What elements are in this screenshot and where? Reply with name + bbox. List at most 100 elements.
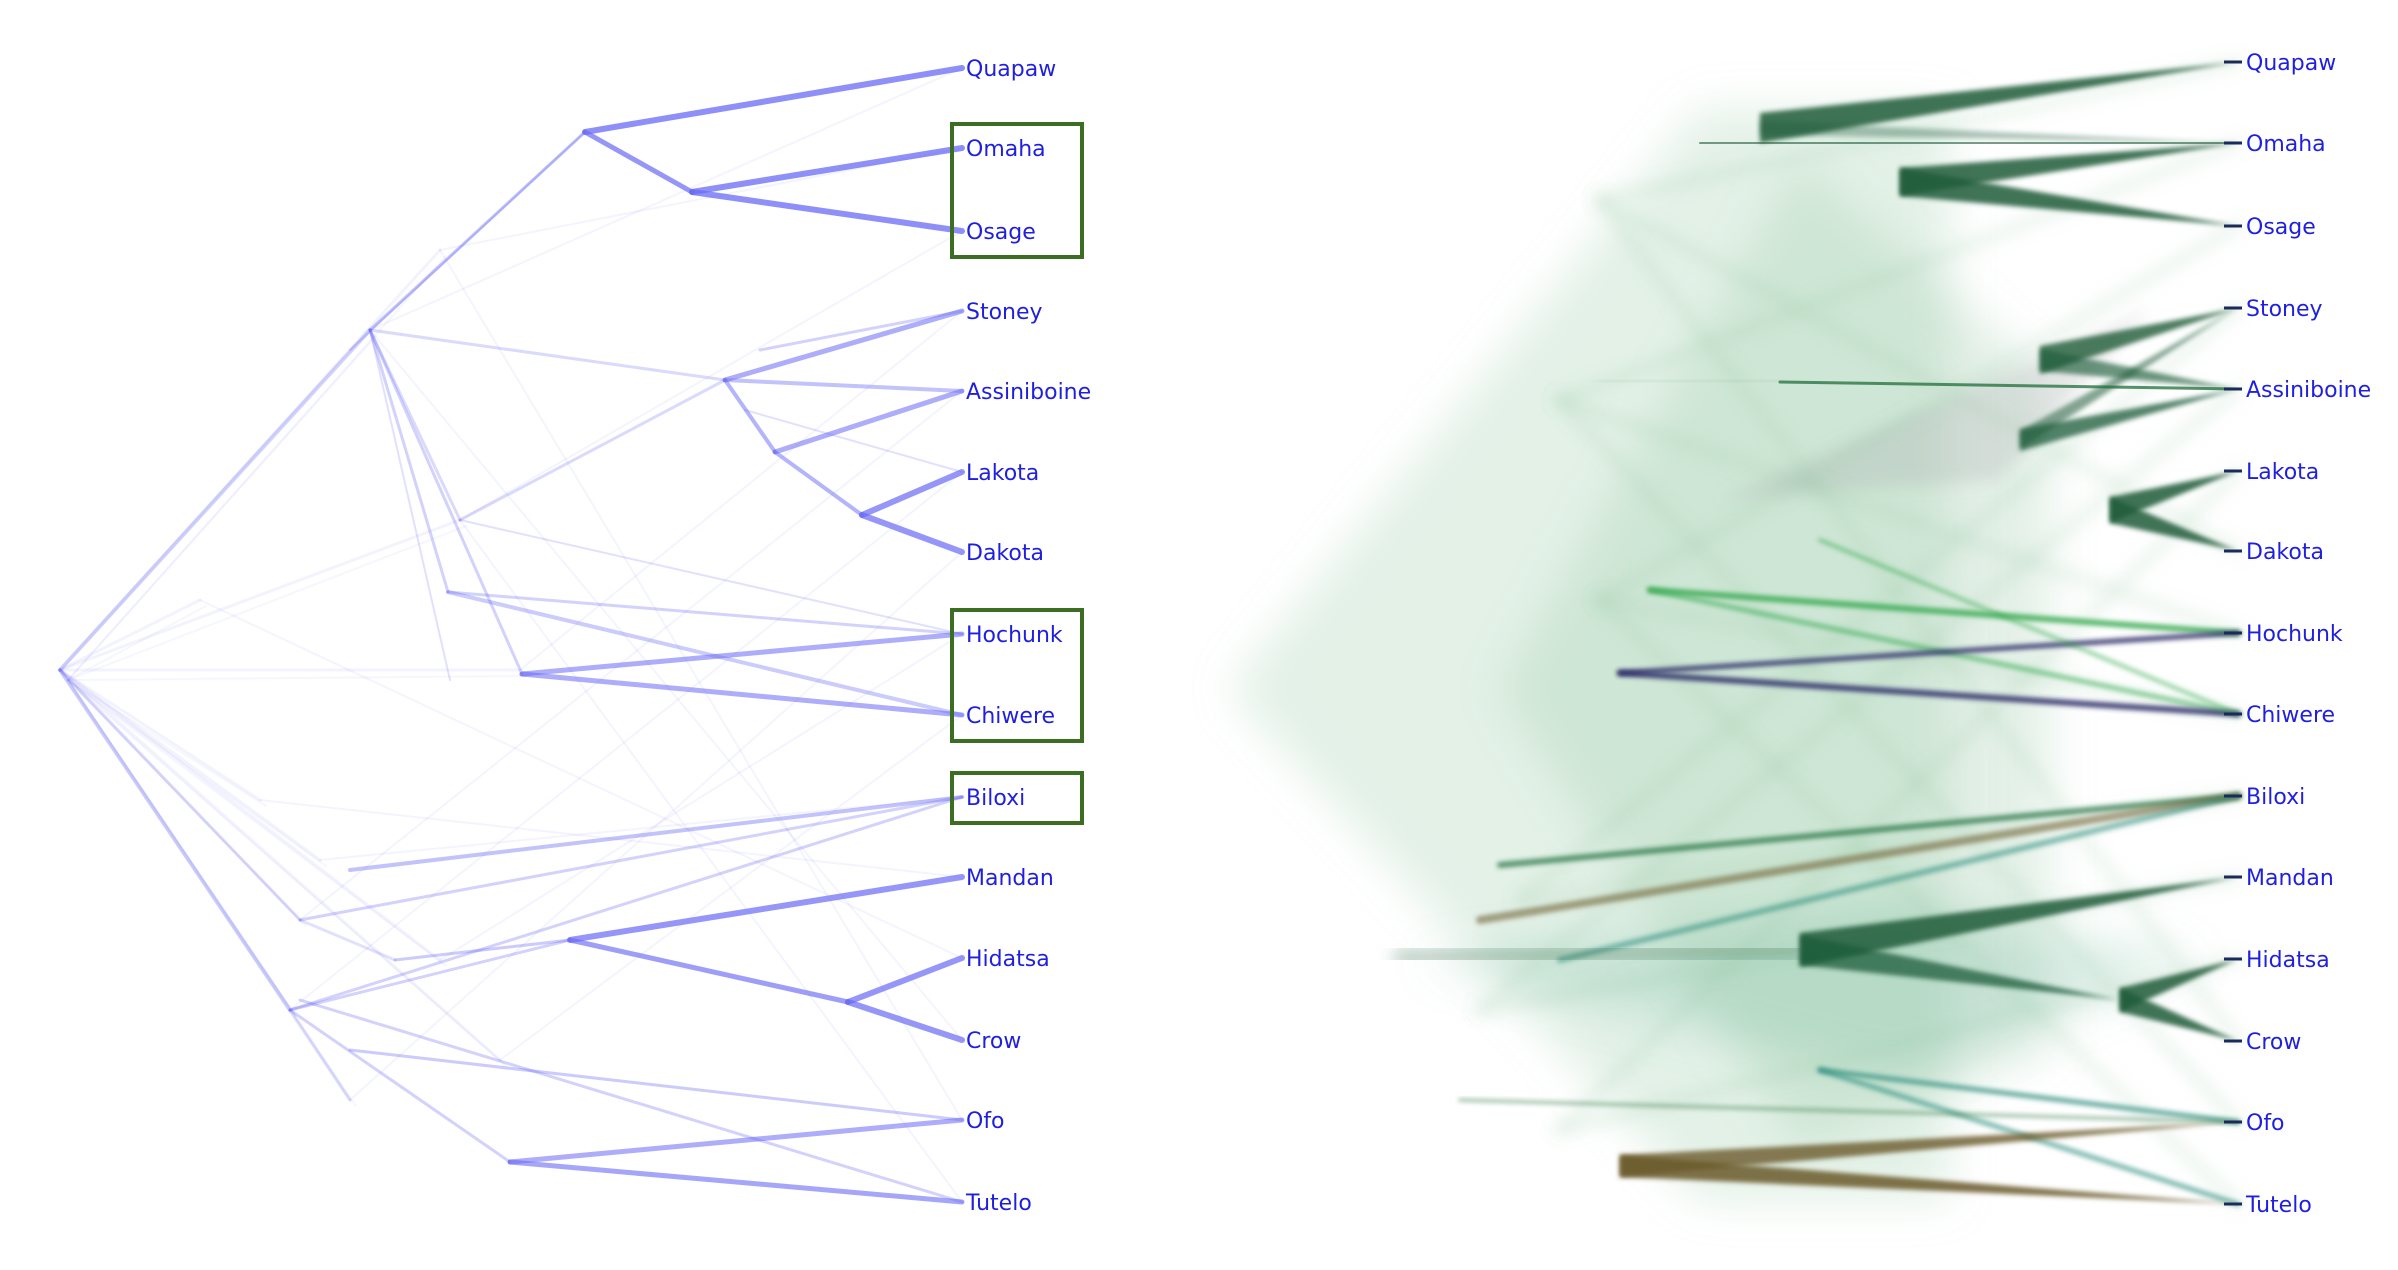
left-faint-edge	[259, 799, 963, 878]
left-edge	[446, 590, 964, 717]
left-faint-edge	[58, 668, 322, 862]
right-edge	[1393, 943, 1807, 965]
left-edge	[368, 328, 524, 676]
right-edge-lakota	[2110, 471, 2238, 523]
right-edge	[1818, 538, 2240, 716]
left-edge-hidatsa	[845, 955, 965, 1005]
left-edge-backbone	[58, 328, 372, 672]
left-faint-edge	[58, 328, 372, 672]
right-edge-biloxi	[1497, 793, 2241, 868]
left-label-ofo: Ofo	[966, 1109, 1005, 1134]
right-edge	[1800, 935, 2120, 1000]
left-edge	[446, 590, 964, 636]
left-label-quapaw: Quapaw	[966, 57, 1056, 82]
right-tree-edges	[1393, 57, 2243, 1209]
left-label-dakota: Dakota	[966, 541, 1044, 566]
left-label-chiwere: Chiwere	[966, 704, 1055, 729]
left-edge-ofo	[507, 1117, 965, 1165]
left-edge	[393, 938, 572, 962]
right-edge-quapaw	[1760, 62, 2238, 143]
right-label-quapaw: Quapaw	[2246, 51, 2336, 76]
left-edge-dakota	[859, 512, 965, 555]
right-faint-edge	[1475, 384, 2243, 1015]
left-edge	[368, 328, 727, 382]
left-edge-osage	[689, 189, 965, 234]
left-densitree-panel: Quapaw Omaha Osage Stoney Assiniboine Lakota D…	[58, 57, 1091, 1216]
left-faint-edge	[67, 675, 527, 681]
left-edge	[369, 329, 451, 681]
right-label-tutelo: Tutelo	[2245, 1193, 2312, 1218]
right-faint-edge	[1595, 221, 2243, 605]
right-label-stoney: Stoney	[2246, 297, 2323, 322]
right-edge-stoney	[2040, 308, 2238, 374]
left-faint-edge	[58, 668, 502, 1062]
left-faint-edge	[58, 598, 202, 672]
left-faint-edge	[289, 471, 963, 1011]
left-edge-lakota	[859, 469, 965, 518]
right-faint-edge	[1555, 395, 2243, 638]
left-edge	[567, 937, 851, 1005]
left-edge	[288, 795, 964, 1012]
right-edge-mandan	[1800, 877, 2238, 967]
left-faint-edge	[58, 248, 442, 672]
right-edge-dakota	[2110, 497, 2238, 551]
left-edge	[458, 378, 727, 522]
right-edge-ofo	[1817, 1067, 2241, 1125]
left-edge-omaha	[689, 145, 965, 195]
left-edge-tutelo	[507, 1159, 965, 1205]
left-faint-edge	[459, 519, 963, 1203]
right-edge	[1760, 121, 2238, 143]
left-faint-edge	[369, 67, 963, 331]
right-leaf-labels: Quapaw Omaha Osage Stoney Assiniboine Lakota D…	[2245, 51, 2371, 1218]
left-edge	[288, 1008, 512, 1164]
left-faint-edge	[67, 679, 267, 807]
left-edge	[723, 378, 777, 454]
left-edge-crow	[845, 999, 965, 1043]
left-faint-edge	[319, 796, 963, 861]
left-faint-edge	[67, 335, 377, 681]
left-label-biloxi: Biloxi	[966, 786, 1025, 811]
left-edge	[298, 918, 397, 962]
left-label-assiniboine: Assiniboine	[966, 380, 1091, 405]
right-label-osage: Osage	[2246, 215, 2316, 240]
left-edge-mandan	[567, 874, 965, 943]
left-edge	[298, 795, 964, 922]
left-edge-assiniboine	[723, 378, 964, 393]
left-faint-edge	[67, 679, 507, 1067]
left-faint-edge	[499, 714, 963, 1061]
right-label-biloxi: Biloxi	[2246, 785, 2305, 810]
right-label-dakota: Dakota	[2246, 540, 2324, 565]
left-leaf-labels: Quapaw Omaha Osage Stoney Assiniboine Lakota D…	[965, 57, 1091, 1216]
right-edge-assiniboine	[2020, 389, 2238, 451]
left-label-crow: Crow	[966, 1029, 1021, 1054]
right-edge	[1617, 630, 2241, 676]
right-edge-hidatsa	[2120, 959, 2238, 1012]
left-faint-edge	[58, 518, 462, 672]
left-faint-edge	[459, 230, 963, 521]
right-faint-edge	[1555, 466, 2243, 1135]
left-faint-edge	[439, 633, 963, 961]
left-faint-edge	[67, 679, 307, 927]
left-faint-edge	[67, 679, 327, 867]
right-label-assiniboine: Assiniboine	[2246, 378, 2371, 403]
right-edge	[1458, 1098, 2240, 1124]
right-edge	[1620, 1122, 2238, 1177]
left-faint-edge	[67, 679, 297, 1017]
left-faint-edge	[58, 668, 442, 962]
left-edge	[348, 1048, 964, 1122]
right-faint-edge	[1555, 138, 2243, 405]
highlight-box-hochunk-chiwere	[950, 608, 1084, 743]
left-faint-edge	[58, 668, 292, 1012]
left-label-stoney: Stoney	[966, 300, 1043, 325]
right-edge-chiwere	[1617, 670, 2241, 717]
left-faint-edge	[67, 679, 447, 967]
right-label-hidatsa: Hidatsa	[2246, 948, 2330, 973]
right-label-mandan: Mandan	[2246, 866, 2334, 891]
left-edge	[772, 388, 965, 455]
left-edge	[288, 938, 572, 1012]
left-edge-chiwere	[519, 671, 965, 718]
left-label-osage: Osage	[966, 220, 1036, 245]
right-edge	[1596, 376, 1784, 386]
left-edge	[368, 328, 462, 522]
right-edge	[2020, 308, 2238, 449]
